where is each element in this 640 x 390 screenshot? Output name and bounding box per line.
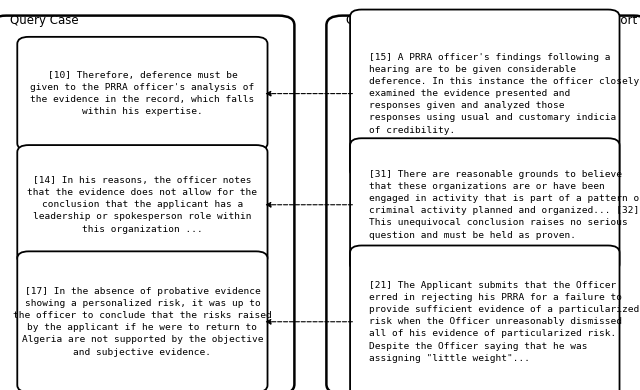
FancyBboxPatch shape xyxy=(17,145,268,264)
Text: Candidate Case: Candidate Case xyxy=(346,14,439,27)
FancyBboxPatch shape xyxy=(350,9,620,178)
Text: Query Case: Query Case xyxy=(10,14,78,27)
FancyBboxPatch shape xyxy=(17,37,268,150)
FancyBboxPatch shape xyxy=(350,246,620,390)
FancyBboxPatch shape xyxy=(17,252,268,390)
Text: [21] The Applicant submits that the Officer
erred in rejecting his PRRA for a fa: [21] The Applicant submits that the Offi… xyxy=(369,281,639,363)
FancyBboxPatch shape xyxy=(350,138,620,271)
Text: [15] A PRRA officer's findings following a
hearing are to be given considerable
: [15] A PRRA officer's findings following… xyxy=(369,53,639,135)
FancyBboxPatch shape xyxy=(326,16,640,390)
Text: [17] In the absence of probative evidence
showing a personalized risk, it was up: [17] In the absence of probative evidenc… xyxy=(13,287,272,356)
Text: [10] Therefore, deference must be
given to the PRRA officer's analysis of
the ev: [10] Therefore, deference must be given … xyxy=(30,71,255,116)
Text: [14] In his reasons, the officer notes
that the evidence does not allow for the
: [14] In his reasons, the officer notes t… xyxy=(28,176,257,234)
Text: ► : Support: ► : Support xyxy=(570,14,637,27)
Text: [31] There are reasonable grounds to believe
that these organizations are or hav: [31] There are reasonable grounds to bel… xyxy=(369,170,640,239)
FancyBboxPatch shape xyxy=(0,16,294,390)
